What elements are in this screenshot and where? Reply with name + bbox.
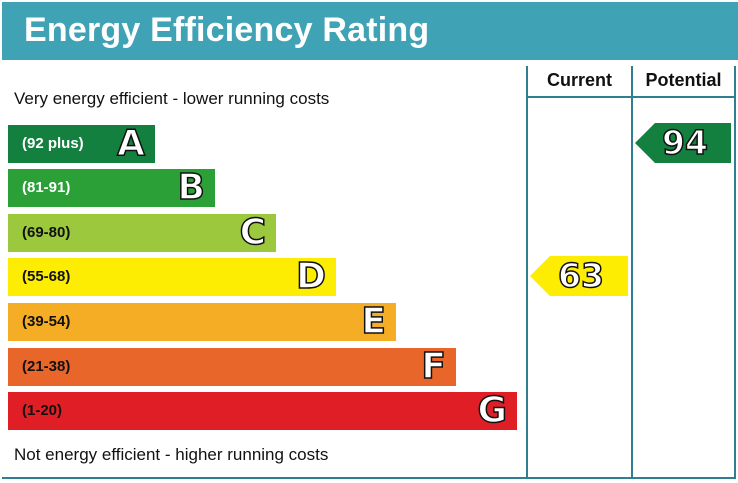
header-banner: Energy Efficiency Rating <box>2 2 738 60</box>
caption-bottom: Not energy efficient - higher running co… <box>14 445 329 464</box>
band-letter: C <box>239 212 267 253</box>
band-e: (39-54) E <box>8 301 396 342</box>
potential-rating-arrow: 94 <box>635 122 731 163</box>
band-a: (92 plus) A <box>8 123 155 164</box>
page-title: Energy Efficiency Rating <box>24 11 430 49</box>
band-letter: G <box>477 390 508 431</box>
potential-rating-value: 94 <box>661 122 708 163</box>
column-divider-middle <box>631 66 633 479</box>
band-f: (21-38) F <box>8 346 456 387</box>
band-range: (1-20) <box>22 402 63 419</box>
band-letter: F <box>421 346 447 387</box>
band-letter: A <box>116 123 145 164</box>
column-header-potential: Potential <box>645 70 722 90</box>
band-range: (81-91) <box>22 179 71 196</box>
column-header-current: Current <box>546 70 612 90</box>
band-range: (92 plus) <box>22 135 84 152</box>
band-b: (81-91) B <box>8 167 215 208</box>
band-d: (55-68) D <box>8 256 336 297</box>
column-header-underline <box>526 96 736 98</box>
band-range: (39-54) <box>22 313 71 330</box>
arrow-shape-icon <box>635 123 731 163</box>
bottom-border <box>2 477 736 479</box>
arrow-shape-icon <box>530 256 628 296</box>
column-divider-right <box>734 66 736 479</box>
band-range: (21-38) <box>22 358 71 375</box>
current-rating-value: 63 <box>557 255 604 296</box>
band-letter: B <box>177 167 206 208</box>
band-letter: E <box>361 301 387 342</box>
current-rating-arrow: 63 <box>530 255 628 296</box>
column-divider-left <box>526 66 528 479</box>
band-range: (55-68) <box>22 268 71 285</box>
band-c: (69-80) C <box>8 212 276 253</box>
band-g: (1-20) G <box>8 390 517 431</box>
band-range: (69-80) <box>22 224 71 241</box>
caption-top: Very energy efficient - lower running co… <box>14 89 330 108</box>
band-letter: D <box>295 256 326 297</box>
